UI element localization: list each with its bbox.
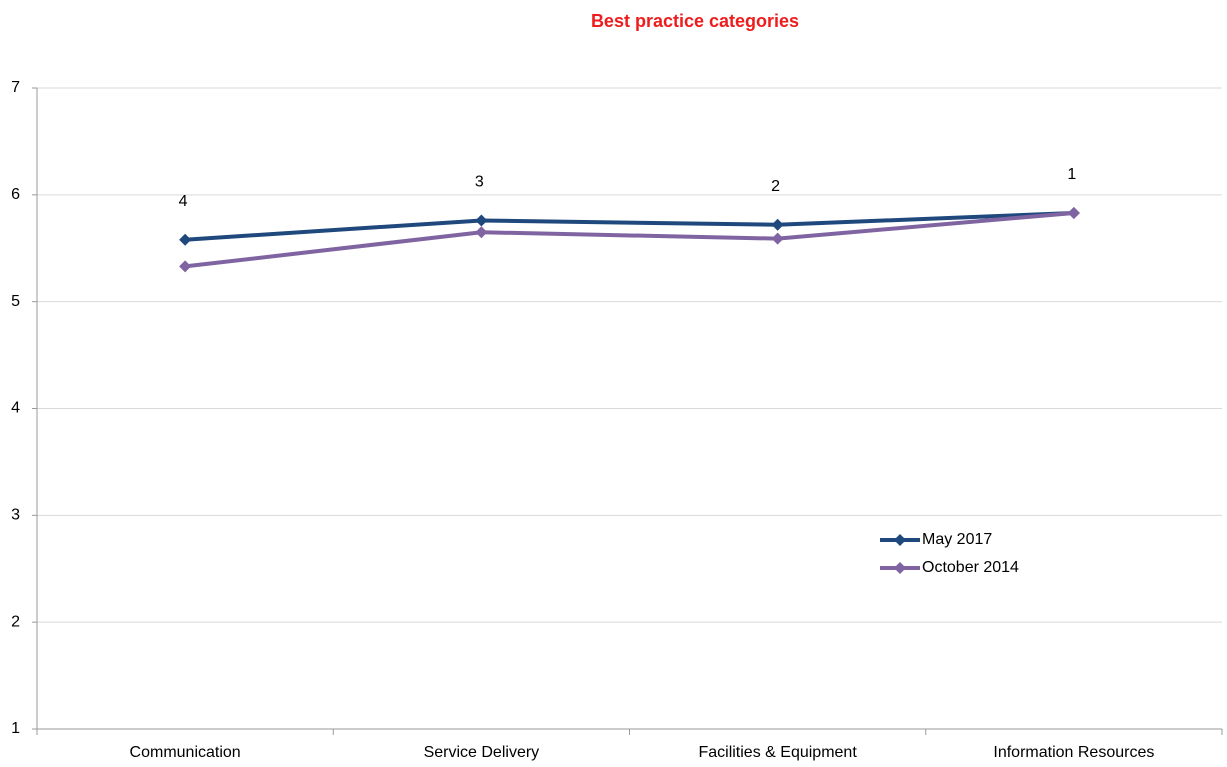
y-tick-label: 2 <box>11 613 20 630</box>
series-line <box>184 210 1074 242</box>
point-marker <box>475 226 488 239</box>
legend-label: October 2014 <box>922 559 1019 576</box>
point-annotation: 1 <box>1067 166 1076 183</box>
point-annotation: 4 <box>179 193 188 210</box>
x-tick-label: Facilities & Equipment <box>698 744 857 761</box>
legend-label: May 2017 <box>922 531 992 548</box>
legend-marker <box>894 534 906 546</box>
point-annotation: 3 <box>475 174 484 191</box>
point-marker <box>771 232 784 245</box>
y-tick-label: 5 <box>11 293 20 310</box>
legend-marker <box>894 562 906 574</box>
series-line <box>184 211 1075 269</box>
point-annotation: 2 <box>771 178 780 195</box>
point-marker <box>475 214 488 227</box>
y-tick-label: 1 <box>11 720 20 737</box>
point-marker <box>771 218 784 231</box>
y-tick-label: 6 <box>11 186 20 203</box>
point-marker <box>1067 206 1080 219</box>
point-marker <box>179 260 192 273</box>
x-tick-label: Information Resources <box>993 744 1154 761</box>
chart-title: Best practice categories <box>591 11 799 31</box>
y-tick-label: 4 <box>11 400 20 417</box>
y-tick-label: 3 <box>11 507 20 524</box>
point-marker <box>179 233 192 246</box>
y-tick-label: 7 <box>11 79 20 96</box>
x-tick-label: Communication <box>130 744 241 761</box>
x-tick-label: Service Delivery <box>424 744 540 761</box>
